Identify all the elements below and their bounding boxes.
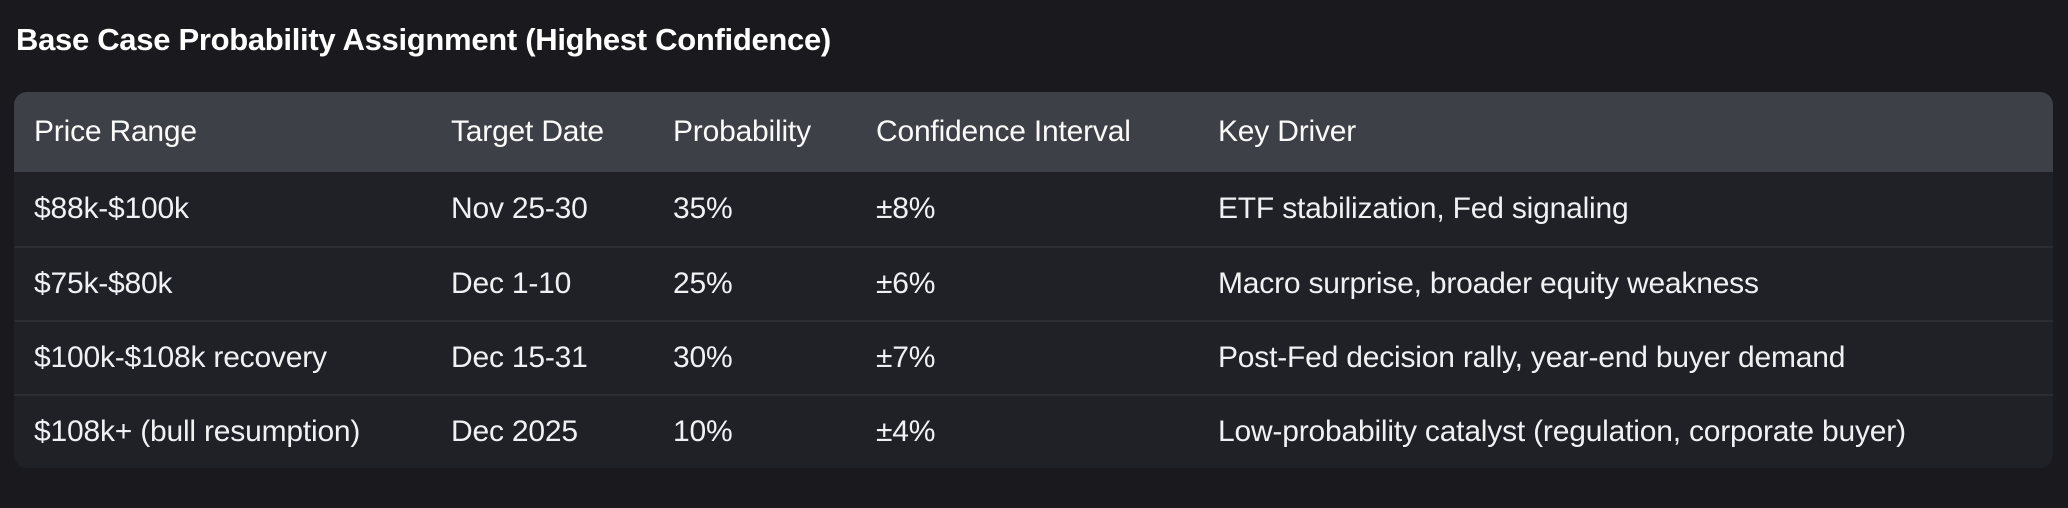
- cell-probability: 25%: [673, 267, 733, 300]
- cell-probability: 30%: [673, 341, 733, 374]
- cell-key-driver: Low-probability catalyst (regulation, co…: [1218, 415, 1906, 448]
- column-header-key-driver: Key Driver: [1218, 115, 1357, 148]
- column-header-confidence-interval: Confidence Interval: [876, 115, 1131, 148]
- column-header-price-range: Price Range: [34, 115, 197, 148]
- cell-target-date: Nov 25-30: [451, 192, 588, 225]
- table-row: $108k+ (bull resumption) Dec 2025 10% ±4…: [14, 394, 2053, 468]
- cell-price-range: $75k-$80k: [34, 267, 173, 300]
- cell-confidence-interval: ±6%: [876, 267, 936, 300]
- cell-key-driver: ETF stabilization, Fed signaling: [1218, 192, 1629, 225]
- table-row: $75k-$80k Dec 1-10 25% ±6% Macro surpris…: [14, 246, 2053, 320]
- probability-table: Price Range Target Date Probability Conf…: [14, 92, 2053, 468]
- cell-key-driver: Macro surprise, broader equity weakness: [1218, 267, 1759, 300]
- table-row: $88k-$100k Nov 25-30 35% ±8% ETF stabili…: [14, 172, 2053, 246]
- cell-probability: 35%: [673, 192, 733, 225]
- cell-target-date: Dec 2025: [451, 415, 578, 448]
- cell-price-range: $108k+ (bull resumption): [34, 415, 361, 448]
- cell-probability: 10%: [673, 415, 733, 448]
- cell-price-range: $88k-$100k: [34, 192, 189, 225]
- cell-target-date: Dec 15-31: [451, 341, 588, 374]
- cell-confidence-interval: ±8%: [876, 192, 936, 225]
- cell-confidence-interval: ±7%: [876, 341, 936, 374]
- cell-confidence-interval: ±4%: [876, 415, 936, 448]
- column-header-target-date: Target Date: [451, 115, 604, 148]
- cell-target-date: Dec 1-10: [451, 267, 572, 300]
- cell-price-range: $100k-$108k recovery: [34, 341, 327, 374]
- column-header-probability: Probability: [673, 115, 811, 148]
- cell-key-driver: Post-Fed decision rally, year-end buyer …: [1218, 341, 1846, 374]
- page-title: Base Case Probability Assignment (Highes…: [16, 22, 831, 57]
- table-header-row: Price Range Target Date Probability Conf…: [14, 92, 2053, 172]
- table-row: $100k-$108k recovery Dec 15-31 30% ±7% P…: [14, 320, 2053, 394]
